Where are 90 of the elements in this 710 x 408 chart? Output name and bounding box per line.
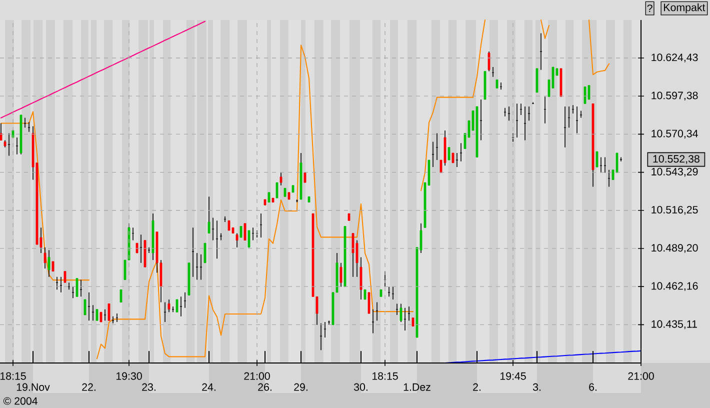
candlestick [196,252,198,280]
candlestick [244,223,246,241]
x-tick-label: 3. [532,383,540,391]
x-tick-label: 19:45 [500,372,526,380]
x-tick-label: 29. [294,383,308,391]
candlestick [596,151,598,168]
candlestick [324,322,326,338]
candlestick [108,303,110,321]
candlestick [84,299,86,316]
x-tick-label: 1.Dez [404,383,430,391]
x-tick-label: 18:15 [372,372,398,380]
candlestick [16,137,18,155]
candlestick [540,32,542,70]
x-tick-label: 23. [142,383,156,391]
y-tick-label: 10.624,43 [652,54,698,62]
candlestick [88,292,90,321]
candlestick [304,172,306,183]
candlestick [536,68,538,93]
candlestick [448,146,450,160]
x-tick-label: 6. [589,383,596,391]
y-tick-label: 10.489,20 [652,244,698,253]
candlestick [96,308,98,321]
x-tick-label: 21:00 [628,372,654,380]
candlestick [8,132,10,156]
candlestick [528,106,530,121]
candlestick [48,250,50,278]
candlestick [580,110,582,118]
x-tick-label: 18:15 [0,372,26,380]
y-tick-label: 10.543,29 [652,168,698,177]
candlestick [228,220,230,231]
candlestick [268,192,270,203]
candlestick [480,99,482,141]
x-tick-label: 24. [202,383,216,391]
text: Kompakt [664,3,706,14]
candlestick [364,289,366,300]
candlestick [100,312,102,322]
x-tick-label: 30. [354,383,368,391]
candlestick [368,292,370,314]
x-tick-label: 2. [473,383,480,391]
candlestick [212,217,214,241]
candlestick [56,276,58,290]
text: ? [647,4,652,12]
candlestick [516,103,518,138]
x-tick-label: 26. [258,383,272,391]
candlestick [340,262,342,288]
candlestick [120,289,122,303]
candlestick [408,306,410,321]
candlestick [180,296,182,317]
candlestick [456,152,458,168]
candlestick [620,156,622,162]
candlestick [240,226,242,238]
candlestick [76,278,78,298]
candlestick [460,142,462,162]
x-tick-label: 21:00 [244,372,270,380]
candlestick [168,299,170,313]
candlestick [400,303,402,322]
candlestick [104,308,106,321]
candlestick [372,308,374,334]
candlestick [64,270,66,283]
candlestick [280,172,282,186]
candlestick [248,230,250,248]
x-tick-label: 19.Nov [16,383,50,391]
candlestick [576,106,578,134]
y-tick-label: 10.435,11 [652,320,697,330]
y-tick-label: 10.570,34 [652,130,698,139]
candlestick [452,152,454,164]
candlestick [200,254,202,280]
text: © 2004 [3,397,38,405]
candlestick [44,246,46,269]
candlestick [236,232,238,248]
x-tick-label: 22. [82,383,96,391]
candlestick [52,261,54,272]
candlestick [388,286,390,298]
candlestick [176,299,178,313]
candlestick [208,196,210,234]
candlestick [204,242,206,264]
y-tick-label: 10.597,38 [652,92,698,100]
candlestick [0,122,2,141]
candlestick [360,256,362,300]
text: 10.552,38 [653,155,700,164]
candlestick [276,182,278,198]
x-tick-label: 19:30 [116,372,142,380]
y-tick-label: 10.462,16 [652,282,698,291]
candlestick [352,232,354,278]
candlestick [72,286,74,298]
candlestick [508,106,510,121]
candlestick [584,86,586,104]
candlestick [488,51,490,72]
y-tick-label: 10.516,25 [652,206,698,215]
candlestick [588,84,590,100]
